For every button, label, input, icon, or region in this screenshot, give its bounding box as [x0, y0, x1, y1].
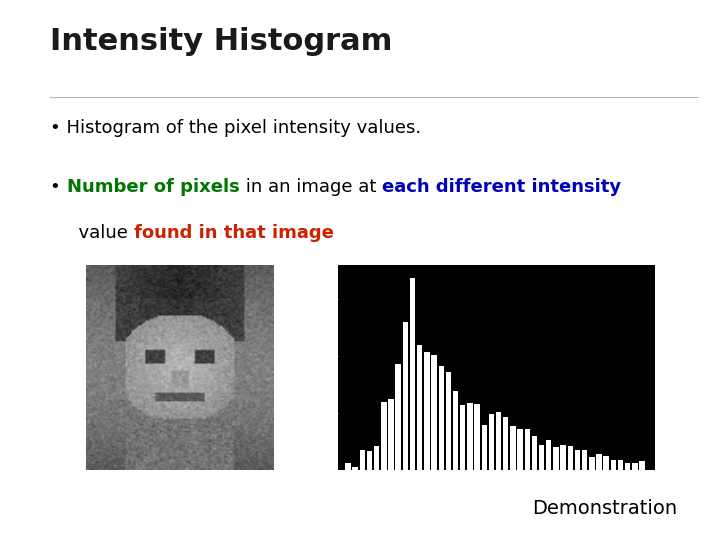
Bar: [525, 429, 530, 470]
Title: Pixel value histogram: Pixel value histogram: [444, 253, 549, 262]
Bar: [467, 403, 472, 470]
Bar: [503, 417, 508, 470]
Text: value: value: [67, 224, 133, 242]
Bar: [532, 436, 537, 470]
Bar: [366, 451, 372, 470]
Bar: [402, 322, 408, 470]
Bar: [388, 399, 394, 470]
Text: • Histogram of the pixel intensity values.: • Histogram of the pixel intensity value…: [50, 119, 421, 137]
Bar: [438, 366, 444, 470]
Text: found in that image: found in that image: [133, 224, 333, 242]
Text: in an image at: in an image at: [240, 178, 382, 196]
Bar: [618, 460, 624, 470]
Bar: [395, 364, 401, 470]
Bar: [539, 445, 544, 470]
Bar: [596, 454, 602, 470]
Text: each different intensity: each different intensity: [382, 178, 621, 196]
Text: •: •: [50, 178, 67, 196]
Bar: [546, 440, 552, 470]
Bar: [446, 372, 451, 470]
Bar: [424, 352, 430, 470]
Bar: [359, 450, 365, 470]
Bar: [410, 278, 415, 470]
Bar: [474, 403, 480, 470]
Bar: [417, 345, 423, 470]
Bar: [582, 450, 588, 470]
Bar: [567, 446, 573, 470]
Bar: [518, 429, 523, 470]
Bar: [560, 445, 566, 470]
Bar: [496, 411, 501, 470]
Bar: [460, 405, 465, 470]
Bar: [489, 414, 494, 470]
Bar: [346, 463, 351, 470]
Bar: [482, 426, 487, 470]
Bar: [553, 447, 559, 470]
Bar: [374, 446, 379, 470]
Bar: [575, 450, 580, 470]
Bar: [632, 462, 638, 470]
Bar: [381, 402, 387, 470]
Text: Intensity Histogram: Intensity Histogram: [50, 27, 393, 56]
Bar: [589, 457, 595, 470]
Bar: [510, 426, 516, 470]
Bar: [431, 355, 437, 470]
Bar: [625, 463, 631, 470]
Text: Number of pixels: Number of pixels: [67, 178, 240, 196]
Bar: [453, 391, 458, 470]
Bar: [611, 460, 616, 470]
Bar: [603, 456, 609, 470]
Text: Demonstration: Demonstration: [531, 500, 677, 518]
Bar: [353, 467, 358, 470]
Bar: [639, 462, 644, 470]
